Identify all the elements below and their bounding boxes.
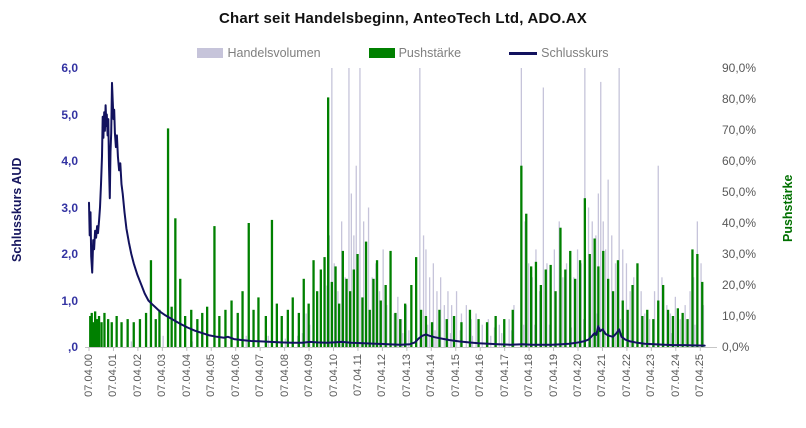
y-right-tick-label: 40,0% [722, 216, 757, 230]
y-left-tick-label: ,0 [67, 340, 78, 354]
x-tick-label: 07.04.22 [620, 354, 633, 397]
x-tick-label: 07.04.00 [83, 354, 95, 397]
x-tick-label: 07.04.25 [694, 354, 707, 397]
legend: Handelsvolumen Pushstärke Schlusskurs [0, 46, 806, 60]
push-bars-group [89, 97, 704, 348]
y-left-tick-label: 5,0 [61, 107, 78, 122]
x-tick-label: 07.04.15 [449, 354, 462, 397]
x-tick-label: 07.04.20 [572, 354, 584, 397]
legend-item-close: Schlusskurs [509, 46, 609, 60]
chart-title: Chart seit Handelsbeginn, AnteoTech Ltd,… [218, 10, 588, 27]
legend-label-close: Schlusskurs [541, 46, 609, 60]
x-tick-label: 07.04.18 [523, 354, 536, 397]
x-axis-line-group [85, 347, 717, 351]
x-tick-label: 07.04.04 [180, 354, 193, 397]
x-tick-label: 07.04.03 [156, 354, 169, 397]
x-tick-label: 07.04.11 [351, 354, 364, 397]
y-left-tick-label: 6,0 [61, 61, 78, 75]
x-tick-label: 07.04.10 [327, 354, 340, 397]
x-tick-label: 07.04.17 [498, 354, 511, 397]
x-tick-label: 07.04.02 [131, 354, 144, 397]
x-tick-label: 07.04.19 [547, 354, 560, 397]
legend-label-push: Pushstärke [398, 46, 462, 60]
legend-label-volume: Handelsvolumen [227, 46, 321, 60]
y-right-tick-label: 70,0% [722, 123, 757, 137]
legend-item-push: Pushstärke [368, 46, 462, 60]
y-left-tick-label: 4,0 [61, 154, 78, 168]
x-tick-label: 07.04.05 [205, 354, 218, 397]
y-right-tick-label: 20,0% [722, 278, 757, 292]
y-right-tick-label: 60,0% [722, 154, 757, 168]
close-line-swatch-icon [509, 51, 538, 55]
y-right-tick-label: 50,0% [722, 185, 757, 199]
y-left-tick-label: 2,0 [61, 247, 78, 261]
y-right-tick-label: 0,0% [722, 340, 750, 354]
x-tick-label: 07.04.24 [669, 354, 682, 397]
x-tick-label: 07.04.13 [400, 354, 413, 397]
x-tick-label: 07.04.16 [474, 354, 487, 397]
x-tick-label: 07.04.07 [254, 354, 267, 397]
price-line [88, 81, 706, 347]
push-swatch-icon [368, 48, 395, 58]
y-right-tick-label: 90,0% [722, 61, 757, 75]
x-tick-label: 07.04.23 [645, 354, 658, 397]
y-right-tick-label: 80,0% [722, 92, 757, 106]
y-left-tick-label: 1,0 [61, 293, 78, 308]
legend-item-volume: Handelsvolumen [197, 46, 321, 60]
x-tick-label: 07.04.01 [107, 354, 120, 397]
y-right-tick-label: 10,0% [722, 309, 757, 323]
y-right-tick-label: 30,0% [722, 247, 757, 261]
x-tick-label: 07.04.08 [278, 354, 291, 397]
x-tick-label: 07.04.06 [229, 354, 242, 397]
x-tick-label: 07.04.09 [303, 354, 316, 397]
x-tick-label: 07.04.12 [376, 354, 389, 397]
x-tick-label: 07.04.14 [425, 354, 438, 397]
volume-swatch-icon [197, 48, 224, 58]
y-left-tick-label: 3,0 [61, 200, 78, 215]
x-tick-label: 07.04.21 [596, 354, 609, 397]
